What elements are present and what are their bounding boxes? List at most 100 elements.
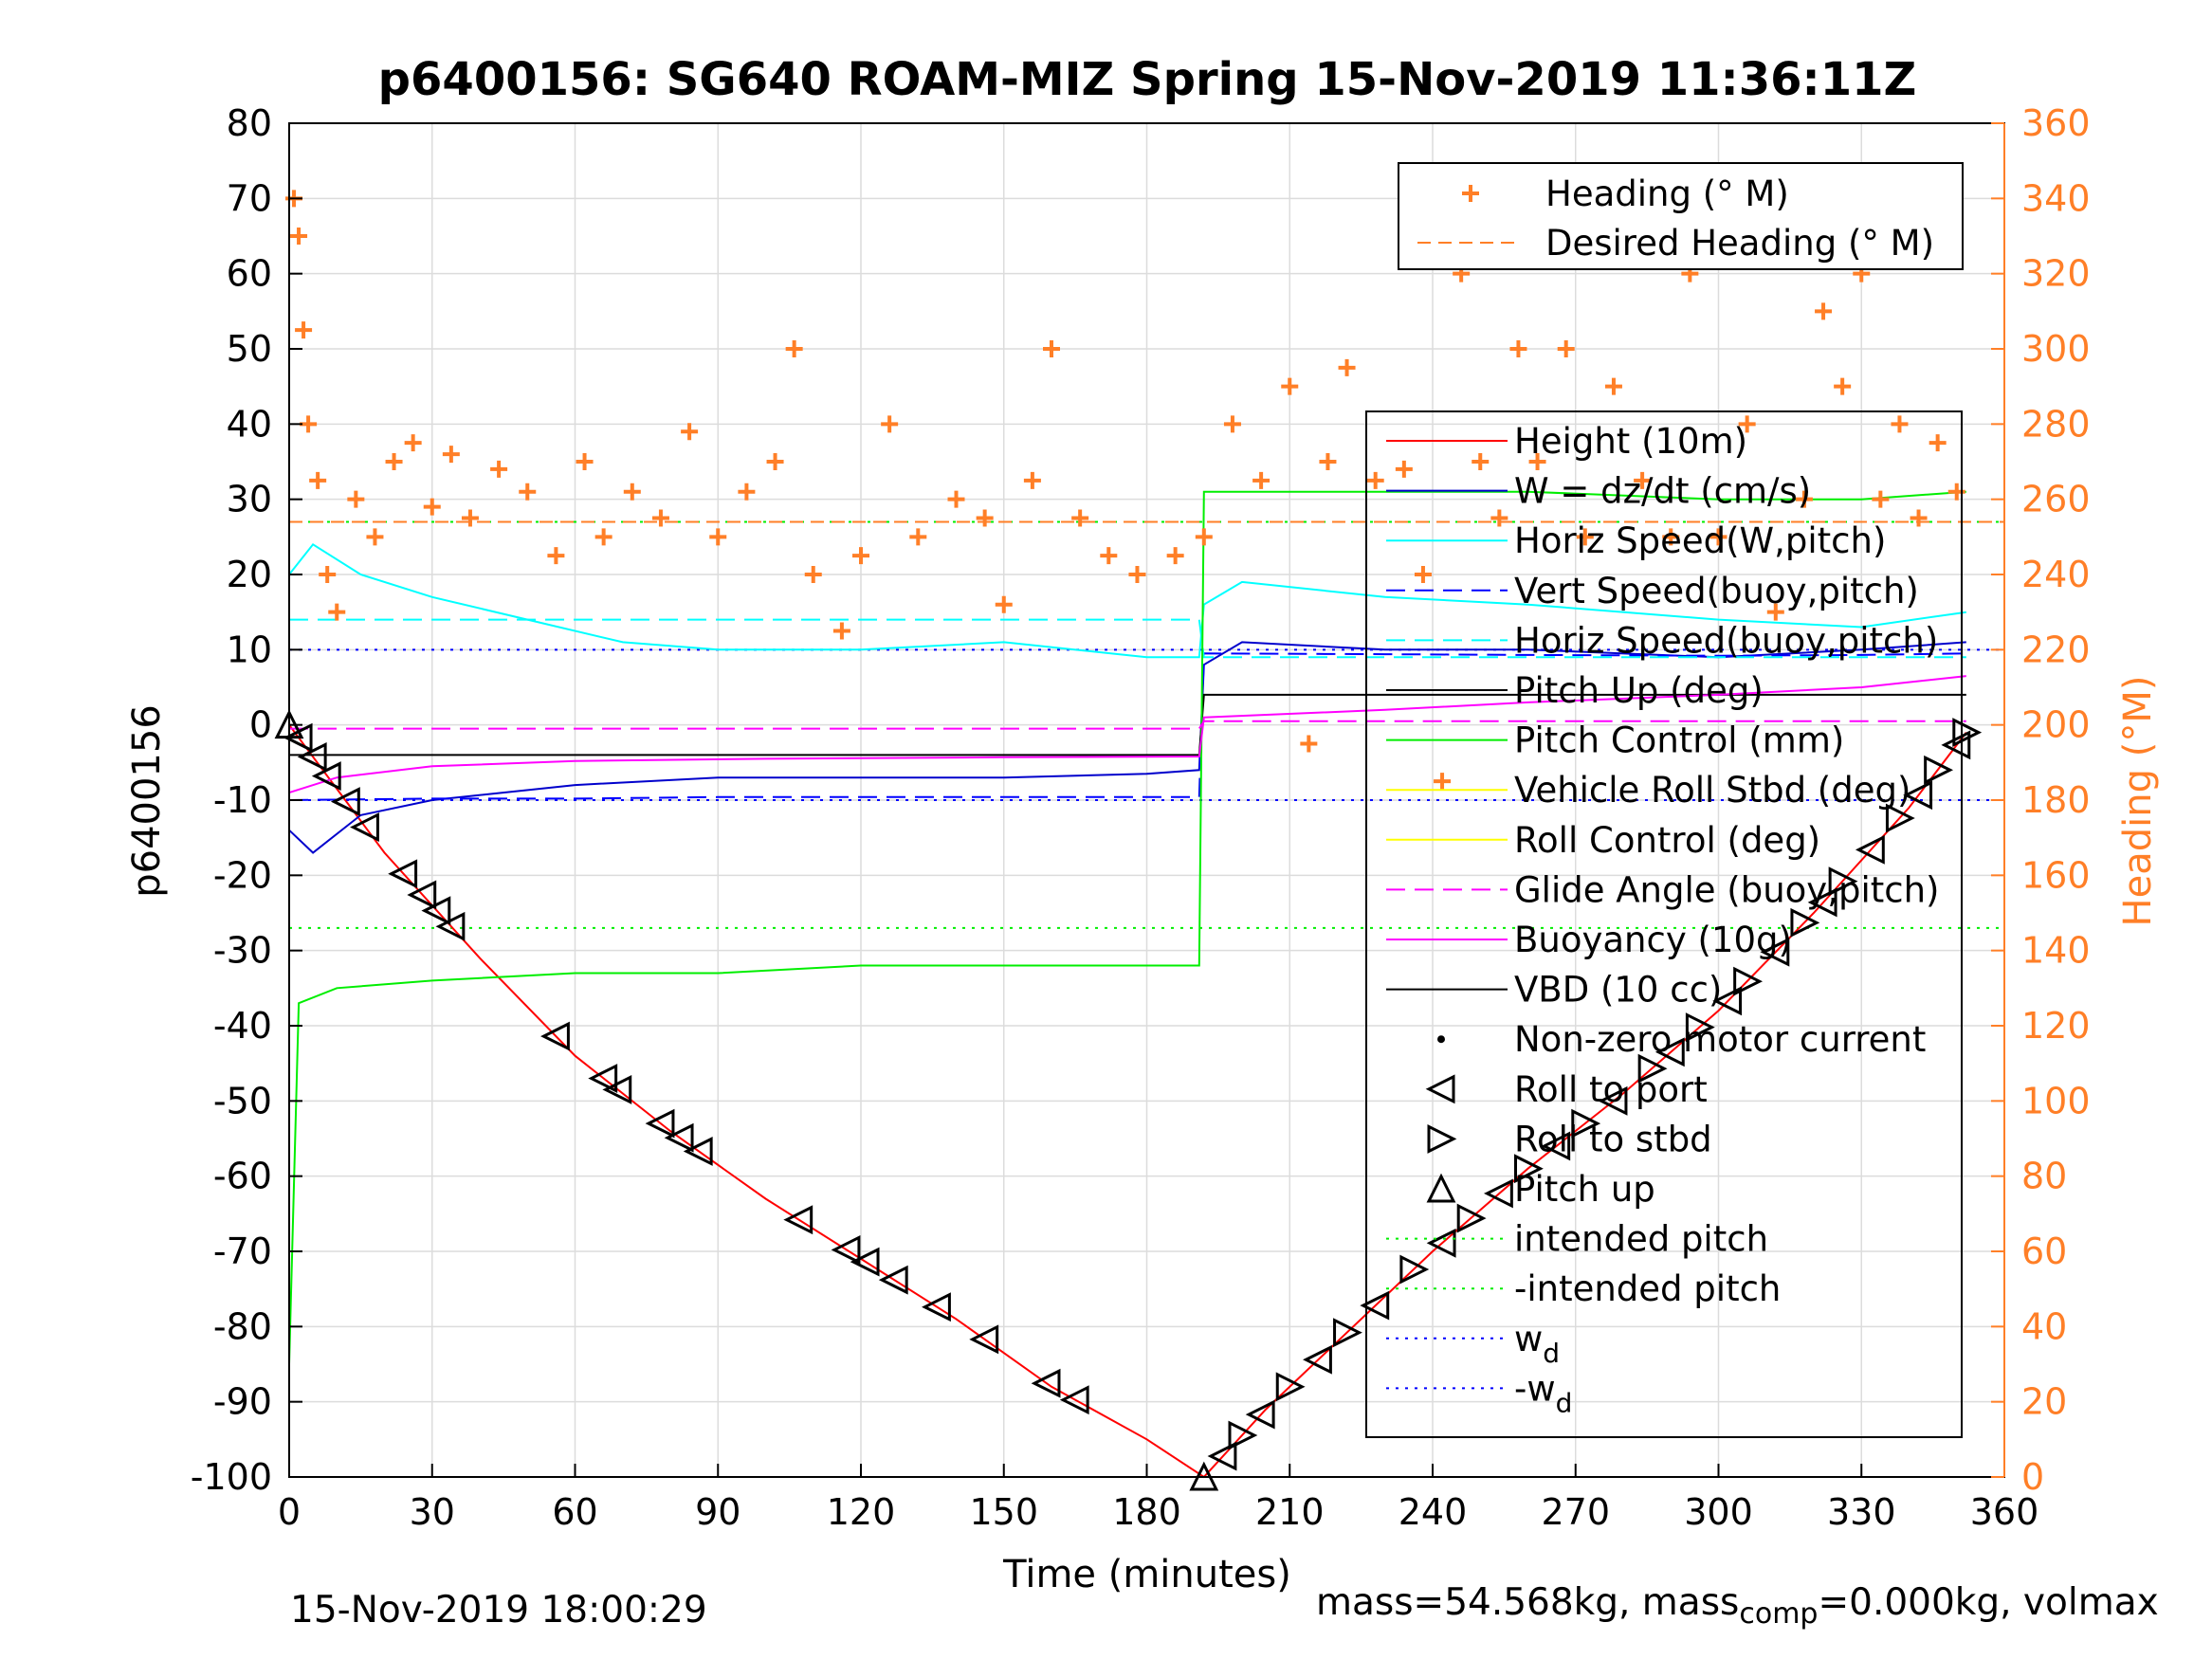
left-tick-label: -20 xyxy=(213,854,272,896)
legend-label-4: Horiz Speed(buoy,pitch) xyxy=(1514,620,1938,661)
heading-point xyxy=(976,509,994,527)
left-tick-label: -70 xyxy=(213,1231,272,1272)
roll-to-port-marker xyxy=(421,896,451,926)
heading-legend-box xyxy=(1398,162,1964,270)
roll-to-port-marker xyxy=(922,1292,951,1322)
left-tick-label: -30 xyxy=(213,930,272,972)
heading-point xyxy=(995,595,1013,613)
left-tick-label: 80 xyxy=(227,102,272,144)
roll-marker xyxy=(1760,937,1790,967)
heading-point xyxy=(709,528,727,546)
left-tick-label: -10 xyxy=(213,779,272,821)
heading-point xyxy=(1815,302,1833,320)
right-tick-label: 220 xyxy=(2021,629,2091,670)
heading-point xyxy=(1223,415,1241,433)
heading-point xyxy=(766,453,784,470)
legend-label-12: Non-zero motor current xyxy=(1514,1019,1926,1060)
heading-point xyxy=(1528,453,1546,470)
x-tick-label: 300 xyxy=(1684,1491,1753,1533)
legend-label-10: Buoyancy (10g) xyxy=(1514,920,1792,960)
heading-point xyxy=(681,423,699,441)
heading-point xyxy=(623,483,641,501)
roll-marker xyxy=(1637,1053,1668,1084)
right-axis-ticks: 3603403203002802602402202001801601401201… xyxy=(1991,102,2091,1498)
right-tick-label: 80 xyxy=(2021,1156,2067,1197)
heading-point xyxy=(328,603,346,621)
mass-subscript: comp xyxy=(1739,1596,1819,1631)
heading-point xyxy=(1947,483,1965,501)
heading-point xyxy=(1872,490,1890,508)
roll-marker xyxy=(1885,803,1915,833)
heading-point xyxy=(1557,340,1575,357)
x-axis-ticks: 0 30 60 90 120 150 180 210 240 270 300 330 360 xyxy=(278,1464,2038,1533)
mass-text: mass=54.568kg, mass xyxy=(1316,1581,1740,1624)
right-tick-label: 0 xyxy=(2021,1456,2044,1498)
heading-point xyxy=(1128,566,1146,583)
roll-marker xyxy=(1952,718,1983,748)
roll-marker xyxy=(1483,1178,1513,1209)
roll-marker xyxy=(1654,1037,1685,1067)
series-line-2 xyxy=(288,542,1966,659)
legend-label-19: -wd xyxy=(1514,1368,1572,1418)
heading-point xyxy=(852,547,869,565)
heading-point xyxy=(1738,415,1756,433)
left-tick-label: 10 xyxy=(227,629,272,670)
heading-point xyxy=(1395,460,1413,478)
legend-label-15: Pitch up xyxy=(1514,1169,1655,1210)
heading-point xyxy=(1604,377,1622,395)
heading-point xyxy=(738,483,756,501)
roll-marker xyxy=(1733,966,1764,996)
roll-marker xyxy=(1941,730,1971,760)
x-tick-label: 210 xyxy=(1255,1491,1325,1533)
footer-mass: mass=54.568kg, masscomp=0.000kg, volmax xyxy=(1316,1581,2159,1631)
left-tick-label: -60 xyxy=(213,1156,272,1197)
right-tick-label: 60 xyxy=(2021,1231,2067,1272)
roll-to-port-marker xyxy=(540,1021,570,1051)
left-tick-label: 70 xyxy=(227,177,272,219)
right-tick-label: 340 xyxy=(2021,177,2091,219)
heading-point xyxy=(804,566,822,583)
right-tick-label: 320 xyxy=(2021,253,2091,295)
heading-point xyxy=(1472,453,1490,470)
series-line-0 xyxy=(288,724,1967,1479)
left-tick-label: -50 xyxy=(213,1080,272,1121)
series-line-4 xyxy=(289,618,1966,659)
series-line-1 xyxy=(288,641,1966,854)
roll-marker xyxy=(1790,907,1820,938)
x-tick-label: 270 xyxy=(1541,1491,1610,1533)
legend-label-13: Roll to port xyxy=(1514,1069,1708,1110)
left-tick-label: 50 xyxy=(227,328,272,370)
x-tick-label: 30 xyxy=(410,1491,455,1533)
roll-marker xyxy=(1207,1441,1237,1471)
roll-marker xyxy=(1245,1399,1275,1430)
roll-marker xyxy=(1598,1085,1628,1116)
heading-point xyxy=(1929,434,1947,452)
heading-point xyxy=(347,490,365,508)
roll-marker xyxy=(1855,834,1885,865)
mass-text-2: =0.000kg, volmax xyxy=(1818,1581,2159,1624)
left-tick-label: 0 xyxy=(249,704,272,746)
roll-to-port-marker xyxy=(664,1122,694,1153)
left-tick-label: 20 xyxy=(227,554,272,595)
heading-point xyxy=(1576,528,1594,546)
roll-marker xyxy=(1275,1372,1306,1402)
heading-point xyxy=(442,446,460,464)
heading-point xyxy=(909,528,927,546)
roll-marker xyxy=(1456,1203,1487,1233)
heading-legend-label: Heading (° M) xyxy=(1545,173,1789,214)
heading-point xyxy=(547,547,565,565)
legend-subscript: d xyxy=(1556,1387,1573,1418)
right-tick-label: 360 xyxy=(2021,102,2091,144)
heading-point xyxy=(385,453,403,470)
heading-point xyxy=(309,471,327,489)
roll-marker xyxy=(1541,1131,1571,1161)
heading-point xyxy=(1509,340,1527,357)
heading-point xyxy=(1891,415,1909,433)
right-tick-label: 180 xyxy=(2021,779,2091,821)
roll-marker xyxy=(1426,1228,1456,1258)
legend-symbol-15 xyxy=(1426,1173,1456,1203)
markers xyxy=(274,709,1983,1491)
right-tick-label: 200 xyxy=(2021,704,2091,746)
right-tick-label: 120 xyxy=(2021,1005,2091,1047)
legend-symbol-13 xyxy=(1425,1074,1455,1104)
